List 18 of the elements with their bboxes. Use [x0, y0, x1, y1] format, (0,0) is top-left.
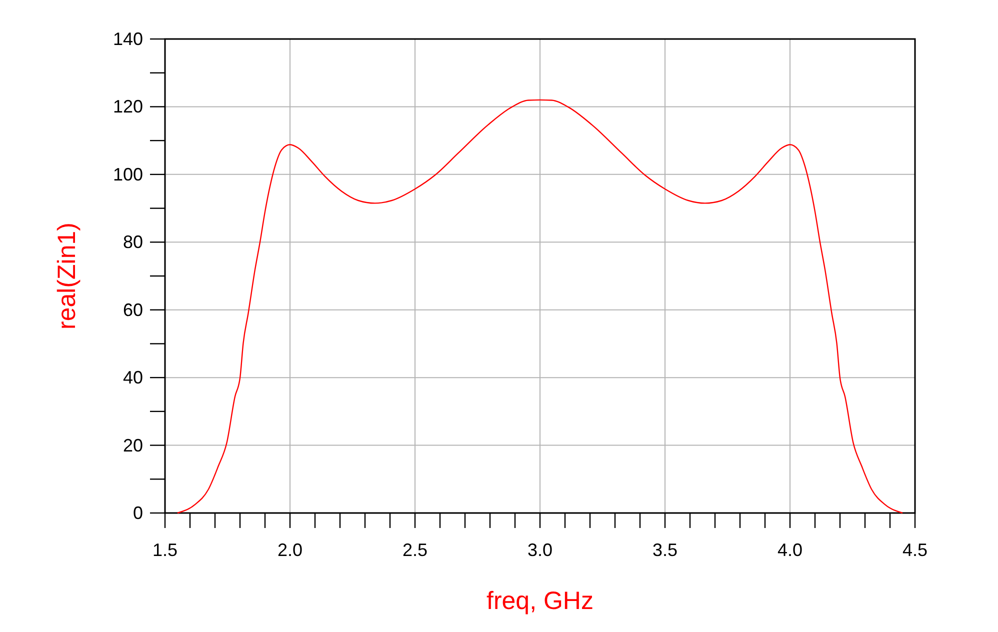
x-tick-label: 1.5	[152, 540, 178, 560]
y-axis-title: real(Zin1)	[53, 222, 81, 330]
y-tick-label: 0	[132, 503, 143, 523]
y-tick-label: 140	[112, 29, 143, 49]
x-tick-label: 4.0	[777, 540, 803, 560]
y-tick-label: 20	[122, 435, 143, 456]
y-tick-label: 120	[112, 96, 143, 117]
y-tick-label: 100	[112, 164, 143, 184]
x-tick-label: 4.5	[902, 540, 928, 560]
x-tick-label: 3.0	[527, 540, 553, 560]
x-tick-label: 3.5	[652, 540, 678, 560]
x-tick-label: 2.0	[277, 540, 303, 560]
x-tick-label: 2.5	[402, 540, 428, 560]
y-tick-label: 80	[122, 232, 143, 252]
line-series	[176, 99, 904, 514]
x-axis-title: freq, GHz	[486, 587, 594, 615]
y-tick-label: 40	[122, 368, 143, 388]
y-tick-label: 60	[122, 300, 143, 320]
